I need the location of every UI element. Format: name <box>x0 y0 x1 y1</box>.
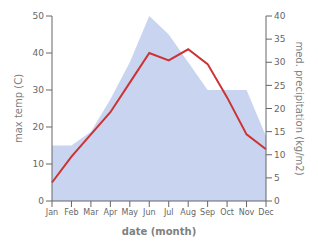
svg-text:30: 30 <box>33 85 45 95</box>
svg-text:Jun: Jun <box>142 208 156 217</box>
svg-text:40: 40 <box>33 48 45 58</box>
svg-text:0: 0 <box>274 196 280 206</box>
svg-text:20: 20 <box>274 104 286 114</box>
svg-text:15: 15 <box>274 127 285 137</box>
svg-text:10: 10 <box>33 159 45 169</box>
svg-text:Jul: Jul <box>163 208 174 217</box>
svg-text:Mar: Mar <box>83 208 99 217</box>
svg-text:Feb: Feb <box>64 208 78 217</box>
svg-text:Aug: Aug <box>180 208 196 217</box>
svg-text:med. precipitation (kg/m2): med. precipitation (kg/m2) <box>294 41 305 175</box>
svg-text:10: 10 <box>274 150 286 160</box>
svg-text:date (month): date (month) <box>122 226 196 237</box>
svg-text:25: 25 <box>274 81 285 91</box>
svg-text:Jan: Jan <box>45 208 58 217</box>
svg-text:40: 40 <box>274 11 286 21</box>
svg-text:30: 30 <box>274 57 286 67</box>
svg-text:Oct: Oct <box>220 208 234 217</box>
svg-text:Apr: Apr <box>103 208 118 217</box>
svg-text:Sep: Sep <box>200 208 215 217</box>
svg-text:Nov: Nov <box>239 208 255 217</box>
svg-text:May: May <box>122 208 139 217</box>
svg-text:5: 5 <box>274 173 280 183</box>
svg-text:max temp (C): max temp (C) <box>13 74 24 143</box>
svg-text:50: 50 <box>33 11 45 21</box>
svg-text:Dec: Dec <box>258 208 273 217</box>
svg-text:20: 20 <box>33 122 45 132</box>
svg-text:35: 35 <box>274 34 285 44</box>
svg-text:0: 0 <box>38 196 44 206</box>
